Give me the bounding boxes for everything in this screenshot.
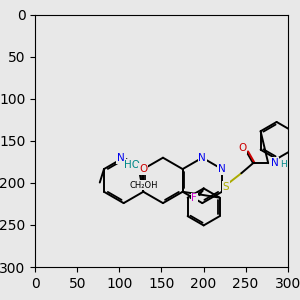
Text: S: S xyxy=(223,182,230,192)
Text: HO: HO xyxy=(124,160,140,170)
Text: N: N xyxy=(271,158,278,168)
Text: H: H xyxy=(280,160,287,169)
Text: O: O xyxy=(238,143,246,153)
Text: N: N xyxy=(218,164,226,174)
Text: O: O xyxy=(139,164,147,174)
Text: F: F xyxy=(191,194,197,203)
Text: CH₂OH: CH₂OH xyxy=(129,181,158,190)
Text: N: N xyxy=(117,153,125,163)
Text: N: N xyxy=(198,153,206,163)
